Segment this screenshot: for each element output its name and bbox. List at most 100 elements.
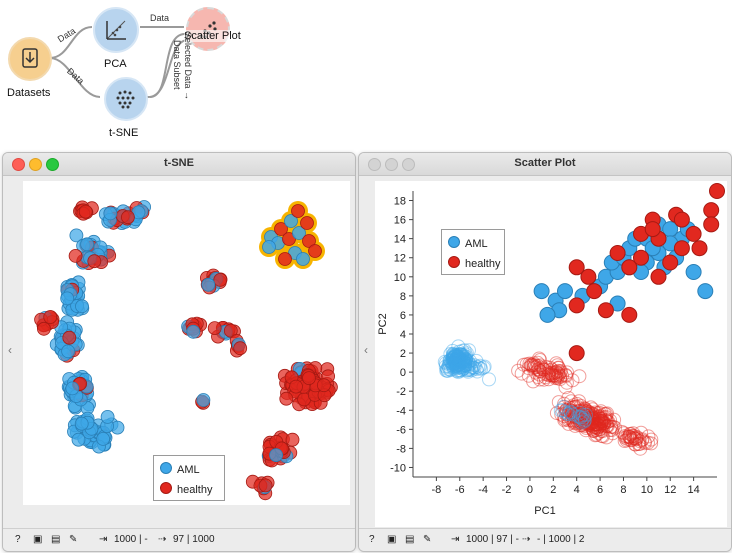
help-icon[interactable]: ? [15, 534, 21, 545]
collapse-controls-icon[interactable]: ‹ [364, 343, 368, 357]
link-datasets-tsne[interactable] [49, 57, 101, 98]
tsne-selected-point-aml[interactable] [262, 240, 276, 254]
minimize-button[interactable] [29, 158, 42, 171]
scatter-hollow-point-healthy [553, 364, 568, 378]
scatter-point-aml[interactable] [697, 283, 714, 300]
scatter-point-healthy[interactable] [685, 225, 702, 242]
scatter-hollow-point-aml [448, 359, 463, 374]
scatter-hollow-point-healthy [533, 353, 548, 367]
scatter-hollow-point-healthy [574, 416, 589, 431]
scatter-point-healthy[interactable] [633, 249, 649, 266]
tsne-selected-point-healthy[interactable] [282, 232, 296, 246]
visual-settings-icon[interactable]: ✎ [423, 534, 432, 545]
scatter-hollow-point-healthy [597, 415, 612, 430]
scatter-hollow-point-healthy [566, 414, 581, 429]
tsne-selected-point-healthy[interactable] [302, 234, 316, 248]
save-icon[interactable]: ▣ [33, 534, 43, 545]
scatter-hollow-point-healthy [593, 417, 608, 432]
report-icon[interactable]: ▤ [405, 534, 415, 545]
scatter-hollow-point-healthy [551, 395, 566, 410]
scatter-hollow-point-healthy [579, 413, 594, 428]
save-icon[interactable]: ▣ [387, 534, 397, 545]
scatter-hollow-point-healthy [582, 410, 597, 425]
scatter-point-healthy[interactable] [568, 259, 585, 276]
scatter-hollow-point-aml [450, 350, 465, 365]
minimize-button-inactive[interactable] [385, 158, 398, 171]
scatter-hollow-point-aml [458, 349, 473, 364]
scatter-hollow-point-healthy [577, 401, 592, 416]
scatter-point-healthy[interactable] [650, 268, 667, 285]
scatter-point-healthy[interactable] [621, 259, 638, 276]
scatter-plot-area[interactable]: -8 -6 -4 -2 0 2 4 6 8 10 12 14 -10 -8 -6 -4 -2 0 2 4 6 8 10 12 1… [375, 181, 727, 527]
scatter-hollow-point-healthy [595, 414, 610, 429]
scatter-plot-node[interactable] [186, 7, 230, 51]
scatter-point-healthy[interactable] [609, 245, 626, 261]
close-button-inactive[interactable] [368, 158, 381, 171]
scatter-hollow-point-aml [446, 347, 460, 362]
scatter-hollow-point-healthy [570, 397, 585, 411]
scatter-hollow-point-healthy [588, 428, 603, 443]
scatter-hollow-point-aml [452, 360, 467, 375]
scatter-hollow-point-healthy [575, 415, 590, 429]
scatter-hollow-point-aml [574, 415, 589, 430]
zoom-button-inactive[interactable] [402, 158, 415, 171]
scatter-titlebar[interactable]: Scatter Plot [359, 153, 731, 176]
y-tick-label: 6 [400, 310, 406, 322]
scatter-point-aml[interactable] [685, 264, 702, 280]
tsne-selected-point-healthy[interactable] [291, 204, 305, 218]
tsne-selected-point-healthy[interactable] [274, 222, 288, 236]
tsne-titlebar[interactable]: t-SNE [3, 153, 355, 176]
tsne-scatter-canvas[interactable] [23, 181, 350, 505]
scatter-point-healthy[interactable] [662, 254, 679, 271]
scatter-point-healthy[interactable] [703, 202, 720, 219]
scatter-point-aml[interactable] [539, 306, 556, 323]
zoom-button[interactable] [46, 158, 59, 171]
tsne-selected-point-aml[interactable] [292, 226, 306, 240]
scatter-point-healthy[interactable] [691, 240, 708, 257]
scatter-hollow-point-healthy [530, 355, 545, 370]
scatter-hollow-point-healthy [621, 429, 636, 444]
scatter-hollow-point-healthy [576, 413, 591, 428]
scatter-point-healthy[interactable] [703, 216, 720, 233]
visual-settings-icon[interactable]: ✎ [69, 534, 78, 545]
scatter-point-healthy[interactable] [568, 345, 585, 362]
scatter-point-healthy[interactable] [586, 283, 603, 300]
scatter-hollow-point-aml [446, 348, 461, 363]
scatter-hollow-point-healthy [526, 374, 541, 389]
scatter-point-healthy[interactable] [597, 302, 614, 319]
scatter-hollow-point-healthy [551, 363, 566, 378]
pca-node[interactable] [93, 7, 139, 53]
scatter-point-aml[interactable] [533, 283, 550, 300]
scatter-point-healthy[interactable] [644, 221, 661, 238]
tsne-selected-point-healthy[interactable] [278, 252, 292, 266]
tsne-selected-point-aml[interactable] [284, 214, 298, 228]
tsne-selected-point-aml[interactable] [296, 252, 310, 266]
scatter-point-healthy[interactable] [709, 183, 725, 199]
scatter-legend: AML healthy [441, 229, 505, 275]
link-tsne-scatter-subset[interactable] [146, 39, 189, 99]
scatter-chart[interactable]: -8 -6 -4 -2 0 2 4 6 8 10 12 14 -10 -8 -6 -4 -2 0 2 4 6 8 10 12 1… [375, 181, 727, 527]
scatter-point-healthy[interactable] [621, 306, 638, 323]
scatter-point-aml[interactable] [557, 283, 573, 300]
tsne-node[interactable] [104, 77, 148, 121]
tsne-selected-point-healthy[interactable] [300, 216, 314, 230]
scatter-hollow-point-aml [466, 360, 480, 375]
help-icon[interactable]: ? [369, 534, 375, 545]
link-datasets-pca[interactable] [49, 26, 93, 59]
collapse-controls-icon[interactable]: ‹ [8, 343, 12, 357]
report-icon[interactable]: ▤ [51, 534, 61, 545]
scatter-hollow-point-healthy [576, 403, 591, 418]
tsne-plot-area[interactable]: AML healthy [23, 181, 350, 505]
datasets-node[interactable] [8, 37, 52, 81]
tsne-selected-point-healthy[interactable] [308, 244, 322, 258]
scatter-hollow-point-healthy [580, 406, 595, 421]
scatter-point-healthy[interactable] [673, 211, 690, 228]
scatter-point-healthy[interactable] [568, 297, 585, 314]
close-button[interactable] [12, 158, 25, 171]
scatter-hollow-point-healthy [594, 414, 609, 429]
scatter-point-healthy[interactable] [673, 240, 690, 257]
scatter-hollow-point-healthy [576, 409, 590, 424]
scatter-hollow-point-aml [445, 343, 460, 358]
x-tick-label: -4 [478, 484, 488, 496]
scatter-point-healthy[interactable] [580, 268, 597, 285]
